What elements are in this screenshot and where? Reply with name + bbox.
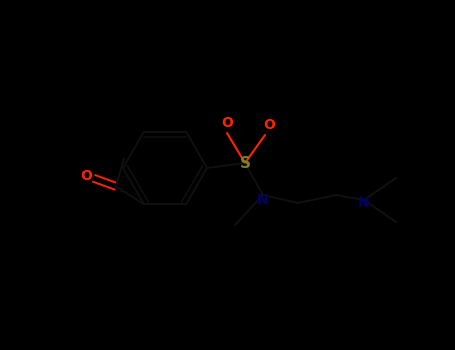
Text: S: S xyxy=(239,155,251,170)
Text: N: N xyxy=(358,196,370,210)
Text: O: O xyxy=(263,118,275,132)
Text: O: O xyxy=(221,116,233,130)
Text: N: N xyxy=(257,193,269,207)
Text: O: O xyxy=(80,169,92,183)
